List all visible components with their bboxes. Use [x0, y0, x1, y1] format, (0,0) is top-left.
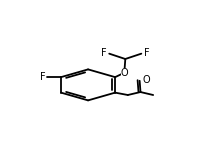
Text: O: O — [121, 68, 128, 78]
Text: F: F — [40, 72, 46, 82]
Text: F: F — [143, 48, 149, 58]
Text: F: F — [101, 48, 107, 58]
Text: O: O — [143, 75, 150, 85]
